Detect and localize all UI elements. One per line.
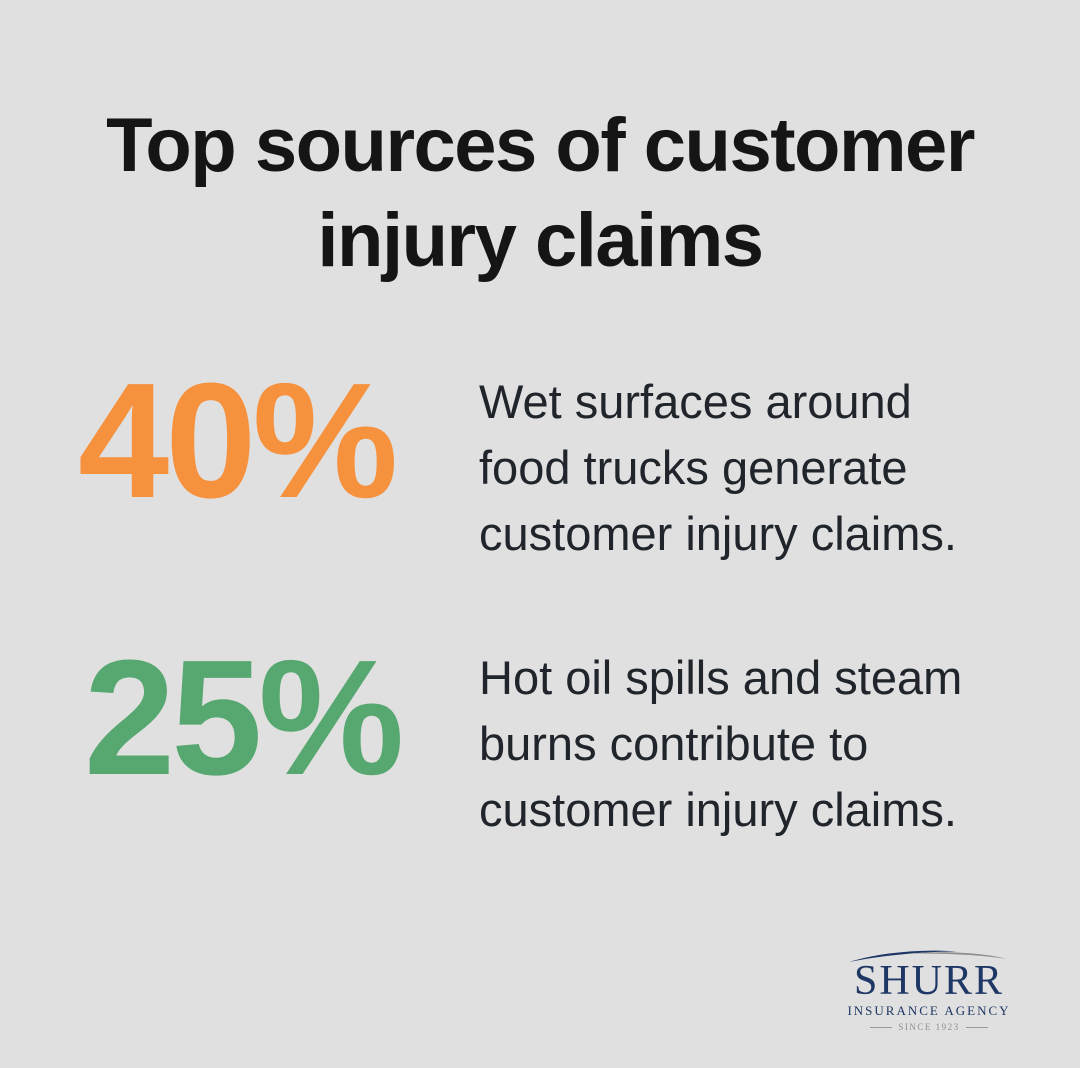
logo-subtitle: INSURANCE AGENCY [847,1003,1011,1018]
stat-line: burns contribute to [479,717,869,770]
title-line-1: Top sources of customer [106,103,975,188]
stat-line: food trucks generate [479,441,908,494]
stat-line: customer injury claims. [479,783,957,836]
logo-name: SHURR [853,958,1005,1004]
page-title: Top sources of customer injury claims [0,98,1080,288]
title-line-2: injury claims [317,198,764,283]
tagline-rule-left [870,1026,893,1028]
shurr-insurance-logo: SHURR INSURANCE AGENCY SINCE 1923 [844,948,1014,1032]
tagline-rule-right [965,1026,988,1028]
stat-description-wet-surfaces: Wet surfaces around food trucks generate… [479,369,957,567]
stat-description-hot-oil: Hot oil spills and steam burns contribut… [479,645,962,843]
stat-line: Wet surfaces around [479,375,912,428]
logo-tagline-row: SINCE 1923 [844,1022,1014,1032]
stat-line: customer injury claims. [479,507,957,560]
stat-value-hot-oil: 25% [84,626,404,809]
logo-tagline: SINCE 1923 [898,1022,960,1032]
stat-value-wet-surfaces: 40% [78,349,398,532]
stat-line: Hot oil spills and steam [479,651,963,704]
logo-swoosh-icon [849,950,1007,962]
